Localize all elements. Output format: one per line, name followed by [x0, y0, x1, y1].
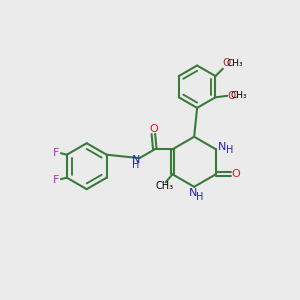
Text: O: O	[231, 169, 240, 179]
Text: F: F	[53, 175, 60, 185]
Text: H: H	[196, 191, 203, 202]
Text: CH₃: CH₃	[155, 181, 173, 191]
Text: F: F	[53, 148, 60, 158]
Text: H: H	[132, 160, 140, 170]
Text: N: N	[132, 154, 140, 165]
Text: CH₃: CH₃	[226, 59, 243, 68]
Text: CH₃: CH₃	[231, 91, 247, 100]
Text: O: O	[223, 58, 231, 68]
Text: N: N	[188, 188, 197, 198]
Text: N: N	[218, 142, 226, 152]
Text: H: H	[226, 146, 233, 155]
Text: O: O	[149, 124, 158, 134]
Text: O: O	[227, 91, 235, 101]
